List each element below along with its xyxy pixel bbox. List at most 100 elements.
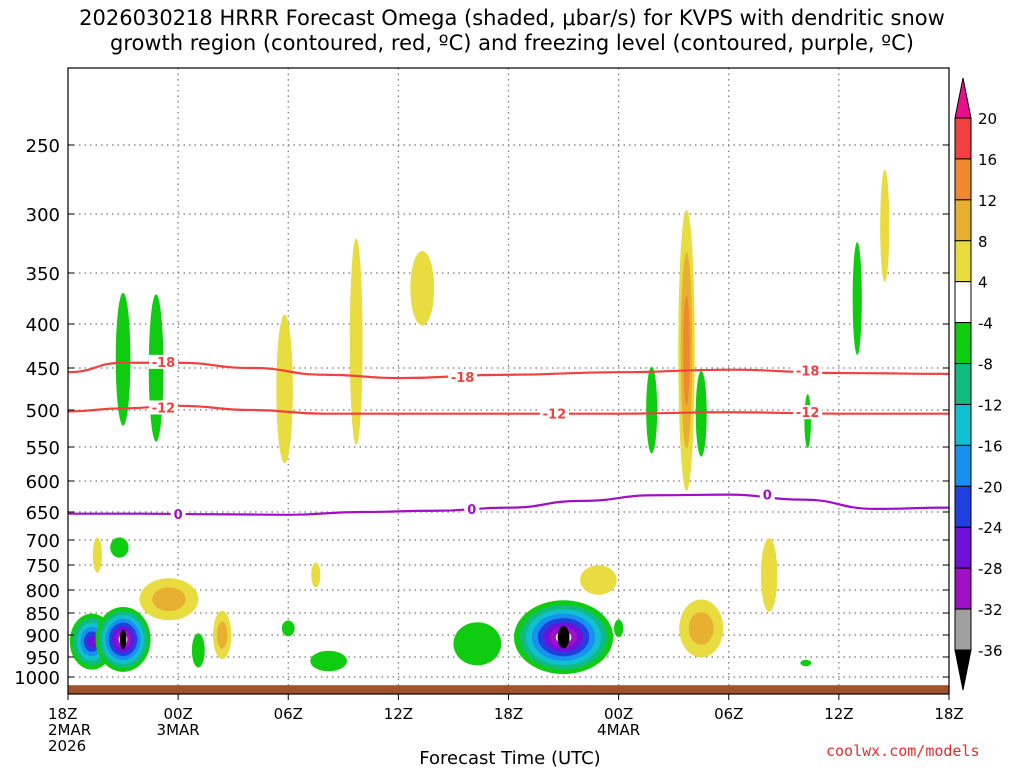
x-tick-label-0-2: 2026 [48, 737, 86, 755]
omega-level--8 [614, 619, 624, 638]
colorbar-label-11: -28 [978, 560, 1003, 578]
y-tick-label-550: 550 [26, 438, 60, 459]
omega-feature-16 [92, 537, 102, 573]
colorbar-label-1: 16 [978, 151, 997, 169]
ground-bar [68, 685, 949, 694]
contour-label-8: 0 [763, 489, 772, 504]
contour-label-0: -18 [152, 356, 176, 371]
contour-label-bg [793, 405, 823, 420]
colorbar-box-6 [954, 363, 972, 405]
x-tick-label-24-0: 18Z [494, 705, 523, 723]
omega-feature-8 [281, 620, 295, 637]
colorbar-box-7 [954, 403, 972, 446]
colorbar-label-3: 8 [978, 233, 988, 251]
colorbar-box-10 [954, 526, 972, 569]
y-tick-label-850: 850 [26, 604, 60, 625]
contour-label-1: -18 [451, 371, 475, 386]
omega-feature-7 [191, 633, 205, 668]
grid-lines [68, 68, 949, 694]
omega-level--8 [110, 537, 129, 558]
omega-core [119, 629, 127, 650]
omega-feature-13 [852, 242, 862, 355]
contour-label-6: 0 [174, 508, 183, 523]
omega-feature-21 [349, 238, 363, 445]
x-tick-label-30-0: 00Z [604, 705, 633, 723]
x-tick-label-48-0: 18Z [934, 705, 963, 723]
contour-label-7: 0 [467, 503, 476, 518]
omega-feature-3 [514, 600, 614, 675]
colorbar-box-1 [954, 158, 972, 201]
omega-feature-2 [453, 622, 502, 666]
omega-feature-19 [276, 314, 293, 464]
y-tick-label-400: 400 [26, 315, 60, 336]
omega-feature-11 [695, 370, 707, 457]
omega-feature-18 [212, 610, 232, 660]
y-tick-label-700: 700 [26, 531, 60, 552]
ground-layer [68, 685, 949, 694]
y-tick-label-900: 900 [26, 626, 60, 647]
omega-feature-24 [679, 599, 724, 658]
omega-level-12 [683, 295, 690, 406]
contour-dgz-bottom [68, 404, 949, 415]
omega-level--8 [281, 620, 295, 637]
omega-level-4 [276, 314, 293, 464]
omega-level-4 [349, 238, 363, 445]
omega-level--8 [852, 242, 862, 355]
contour-label-bg [148, 400, 178, 415]
omega-level-8 [152, 587, 186, 612]
colorbar-box-2 [954, 199, 972, 242]
omega-feature-25 [678, 209, 695, 491]
x-tick-label-36-0: 06Z [714, 705, 743, 723]
colorbar-box-4 [954, 281, 972, 324]
title-line-1: 2026030218 HRRR Forecast Omega (shaded, … [79, 6, 945, 30]
y-tick-label-500: 500 [26, 401, 60, 422]
x-tick-label-0-1: 2MAR [48, 721, 91, 739]
colorbar-label-10: -24 [978, 519, 1003, 537]
y-tick-label-450: 450 [26, 359, 60, 380]
contour-label-bg [539, 406, 569, 421]
colorbar-label-0: 20 [978, 110, 997, 128]
omega-level--28 [87, 635, 97, 648]
y-tick-label-750: 750 [26, 556, 60, 577]
x-axis-label: Forecast Time (UTC) [419, 748, 600, 768]
x-tick-label-6-0: 00Z [163, 705, 192, 723]
colorbar-label-9: -20 [978, 478, 1003, 496]
y-tick-label-300: 300 [26, 205, 60, 226]
colorbar-box-0 [954, 117, 972, 160]
contour-label-bg [448, 370, 478, 385]
colorbar-label-5: -4 [978, 315, 993, 333]
x-tick-label-12-0: 06Z [274, 705, 303, 723]
omega-feature-5 [115, 292, 131, 426]
omega-level--8 [646, 366, 658, 454]
omega-level-4 [880, 169, 890, 282]
omega-feature-4 [310, 650, 347, 672]
contour-label-2: -18 [796, 365, 820, 380]
credit-text: coolwx.com/models [826, 742, 980, 760]
colorbar-top-triangle [954, 77, 972, 119]
contour-freezing-level [68, 493, 949, 516]
colorbar-label-2: 12 [978, 192, 997, 210]
contour-label-bg [170, 507, 186, 522]
omega-level-8 [688, 612, 714, 645]
y-tick-label-350: 350 [26, 264, 60, 285]
contour-label-bg [793, 363, 823, 378]
omega-level-4 [311, 562, 321, 588]
omega-feature-23 [580, 565, 617, 595]
omega-feature-26 [760, 538, 778, 612]
colorbar-label-4: 4 [978, 274, 988, 292]
omega-shading [69, 169, 890, 675]
omega-feature-22 [410, 250, 435, 326]
x-tick-label-6-1: 3MAR [157, 721, 200, 739]
contour-label-bg [464, 501, 480, 516]
omega-feature-17 [139, 578, 199, 621]
colorbar-bottom-triangle [954, 649, 972, 691]
contour-label-4: -12 [543, 408, 567, 423]
omega-feature-10 [646, 366, 658, 454]
title-line-2: growth region (contoured, red, ºC) and f… [110, 31, 914, 55]
colorbar-box-8 [954, 444, 972, 487]
omega-level-4 [410, 250, 435, 326]
x-tick-label-0-0: 18Z [48, 705, 77, 723]
y-tick-label-250: 250 [26, 136, 60, 157]
